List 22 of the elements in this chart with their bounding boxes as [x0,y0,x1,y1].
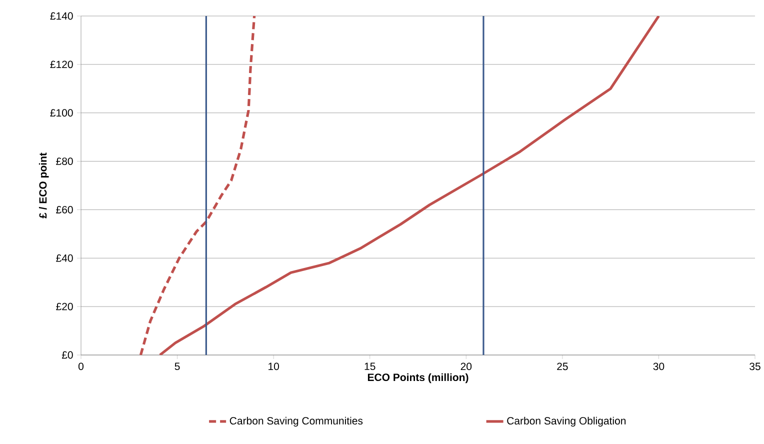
x-axis-title: ECO Points (million) [368,373,468,384]
x-tick-label: 20 [460,362,472,370]
y-tick-label: £120 [50,60,73,68]
y-axis-title: £ / ECO point [38,152,49,218]
line-series [139,16,256,355]
x-tick-label: 5 [174,362,180,370]
x-tick-label: 30 [653,362,664,370]
x-tick-label: 10 [268,362,279,370]
legend-label: Carbon Saving Obligation [507,416,626,427]
y-tick-label: £20 [56,302,73,310]
y-tick-label: £80 [56,158,73,166]
y-tick-label: £60 [56,206,73,214]
x-tick-label: 25 [557,362,568,370]
legend-label: Carbon Saving Communities [230,416,363,427]
line-series [158,16,660,355]
y-tick-label: £40 [56,254,73,262]
x-tick-label: 35 [750,362,760,370]
x-tick-label: 15 [364,362,376,370]
y-tick-label: £140 [50,12,73,20]
y-tick-label: £0 [62,351,73,359]
x-tick-label: 0 [78,362,84,370]
y-tick-label: £100 [50,109,73,117]
